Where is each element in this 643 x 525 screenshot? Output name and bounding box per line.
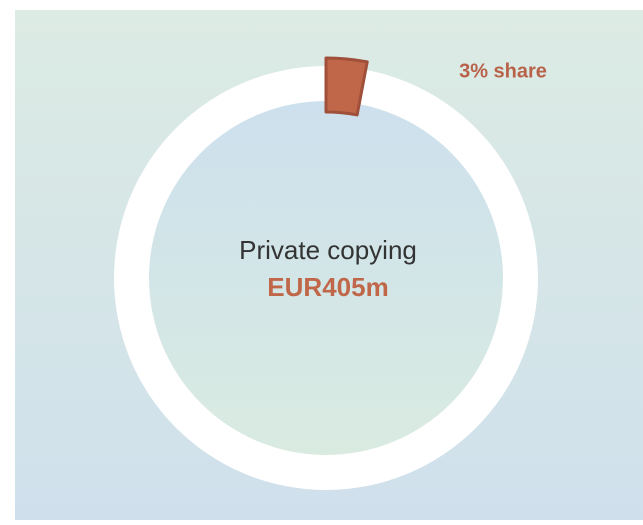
center-label: Private copying [239,235,417,265]
donut-segment [324,56,369,117]
segment-label: 3% share [459,60,547,82]
center-value: EUR405m [267,272,388,302]
donut-hole [149,101,503,455]
